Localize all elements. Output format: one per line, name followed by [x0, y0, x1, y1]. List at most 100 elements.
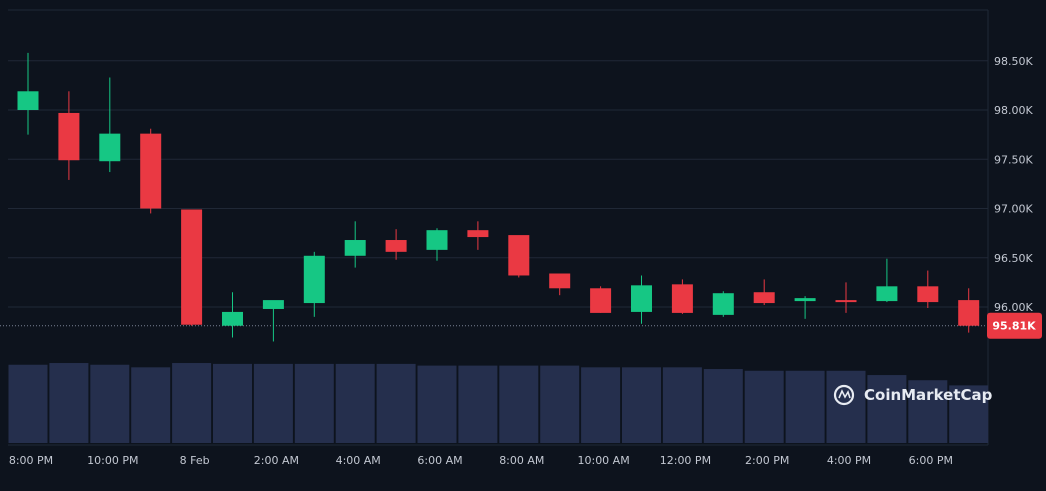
candle: [590, 286, 612, 313]
current-price-tag: 95.81K: [987, 312, 1042, 339]
candle: [222, 292, 243, 338]
y-tick-label: 97.50K: [994, 153, 1033, 166]
candle-body: [181, 209, 203, 325]
y-tick-label: 98.50K: [994, 55, 1033, 68]
candle: [549, 273, 571, 296]
axes: 96.00K 96.50K 97.00K 97.50K 98.00K 98.50K 8:00…: [9, 55, 1042, 467]
volume-bar: [253, 363, 293, 443]
volume-bar: [867, 375, 907, 443]
volume-bar: [826, 370, 866, 443]
candle-body: [712, 293, 734, 315]
grid-lines: [0, 9, 989, 446]
candle: [917, 270, 939, 308]
x-tick-label: 10:00 AM: [577, 454, 629, 467]
volume-bar: [131, 367, 171, 443]
volume-bar: [744, 370, 784, 443]
candle-body: [876, 286, 898, 302]
candle-body: [753, 292, 775, 304]
candle: [753, 279, 775, 306]
candle: [671, 279, 693, 314]
volume-bars: [8, 363, 989, 443]
current-price-tag-bg: [987, 312, 1042, 339]
x-tick-label: 6:00 PM: [909, 454, 953, 467]
candle-body: [508, 235, 530, 276]
x-tick-label: 4:00 AM: [336, 454, 381, 467]
candle-body: [385, 240, 407, 252]
candle: [835, 282, 857, 313]
candle-body: [303, 255, 325, 304]
candle: [508, 235, 530, 278]
y-tick-label: 96.00K: [994, 301, 1033, 314]
candle: [426, 228, 448, 261]
x-tick-label: 10:00 PM: [87, 454, 138, 467]
volume-bar: [949, 385, 989, 443]
volume-bar: [376, 363, 416, 443]
candle-body: [549, 273, 571, 289]
volume-bar: [622, 367, 661, 443]
candle-body: [140, 133, 162, 209]
candle-body: [958, 300, 980, 326]
volume-bar: [499, 365, 539, 443]
volume-bar: [662, 367, 702, 443]
candle: [344, 221, 366, 268]
x-tick-label: 8:00 PM: [9, 454, 53, 467]
candle-body: [344, 240, 366, 256]
coinmarketcap-logo-icon: [833, 384, 855, 406]
candle-body: [467, 230, 489, 238]
candle: [17, 52, 39, 135]
volume-bar: [172, 363, 212, 443]
volume-bar: [703, 369, 743, 443]
volume-bar: [908, 380, 948, 443]
x-tick-label: 4:00 PM: [827, 454, 871, 467]
candle: [467, 221, 489, 250]
x-tick-label: 6:00 AM: [417, 454, 462, 467]
candle: [631, 275, 652, 324]
candle-body: [99, 133, 121, 162]
candle-body: [426, 230, 448, 250]
volume-bar: [540, 365, 580, 443]
x-tick-label: 8 Feb: [180, 454, 210, 467]
volume-bar: [49, 363, 89, 443]
volume-bar: [417, 365, 457, 443]
y-tick-label: 97.00K: [994, 203, 1033, 216]
candle-body: [58, 112, 80, 161]
candle: [140, 128, 162, 214]
candle: [385, 229, 407, 260]
candle-body: [222, 311, 243, 326]
volume-bar: [335, 363, 375, 443]
candle-body: [835, 300, 857, 303]
candle: [958, 288, 980, 333]
volume-bar: [90, 364, 130, 443]
candle-body: [262, 300, 284, 309]
volume-bar: [8, 364, 48, 443]
candle-body: [794, 298, 816, 302]
candle-body: [17, 91, 39, 110]
candle-body: [917, 286, 939, 303]
candle-body: [671, 284, 693, 313]
candle-body: [590, 288, 612, 313]
x-tick-label: 2:00 PM: [745, 454, 789, 467]
candle: [794, 296, 816, 319]
candle: [181, 209, 203, 326]
y-tick-label: 96.50K: [994, 252, 1033, 265]
x-tick-label: 8:00 AM: [499, 454, 544, 467]
volume-bar: [213, 363, 252, 443]
y-tick-label: 98.00K: [994, 104, 1033, 117]
candles: [17, 52, 980, 342]
candle: [262, 300, 284, 342]
candle: [303, 251, 325, 317]
watermark: CoinMarketCap: [833, 384, 993, 406]
watermark-text: CoinMarketCap: [864, 386, 993, 404]
volume-bar: [458, 365, 498, 443]
candle: [712, 291, 734, 317]
current-price-label: 95.81K: [992, 320, 1036, 333]
volume-bar: [581, 367, 621, 443]
candle: [99, 77, 121, 173]
x-tick-label: 12:00 PM: [660, 454, 711, 467]
x-tick-label: 2:00 AM: [254, 454, 299, 467]
candle: [876, 258, 898, 303]
volume-bar: [294, 363, 334, 443]
volume-bar: [785, 370, 825, 443]
